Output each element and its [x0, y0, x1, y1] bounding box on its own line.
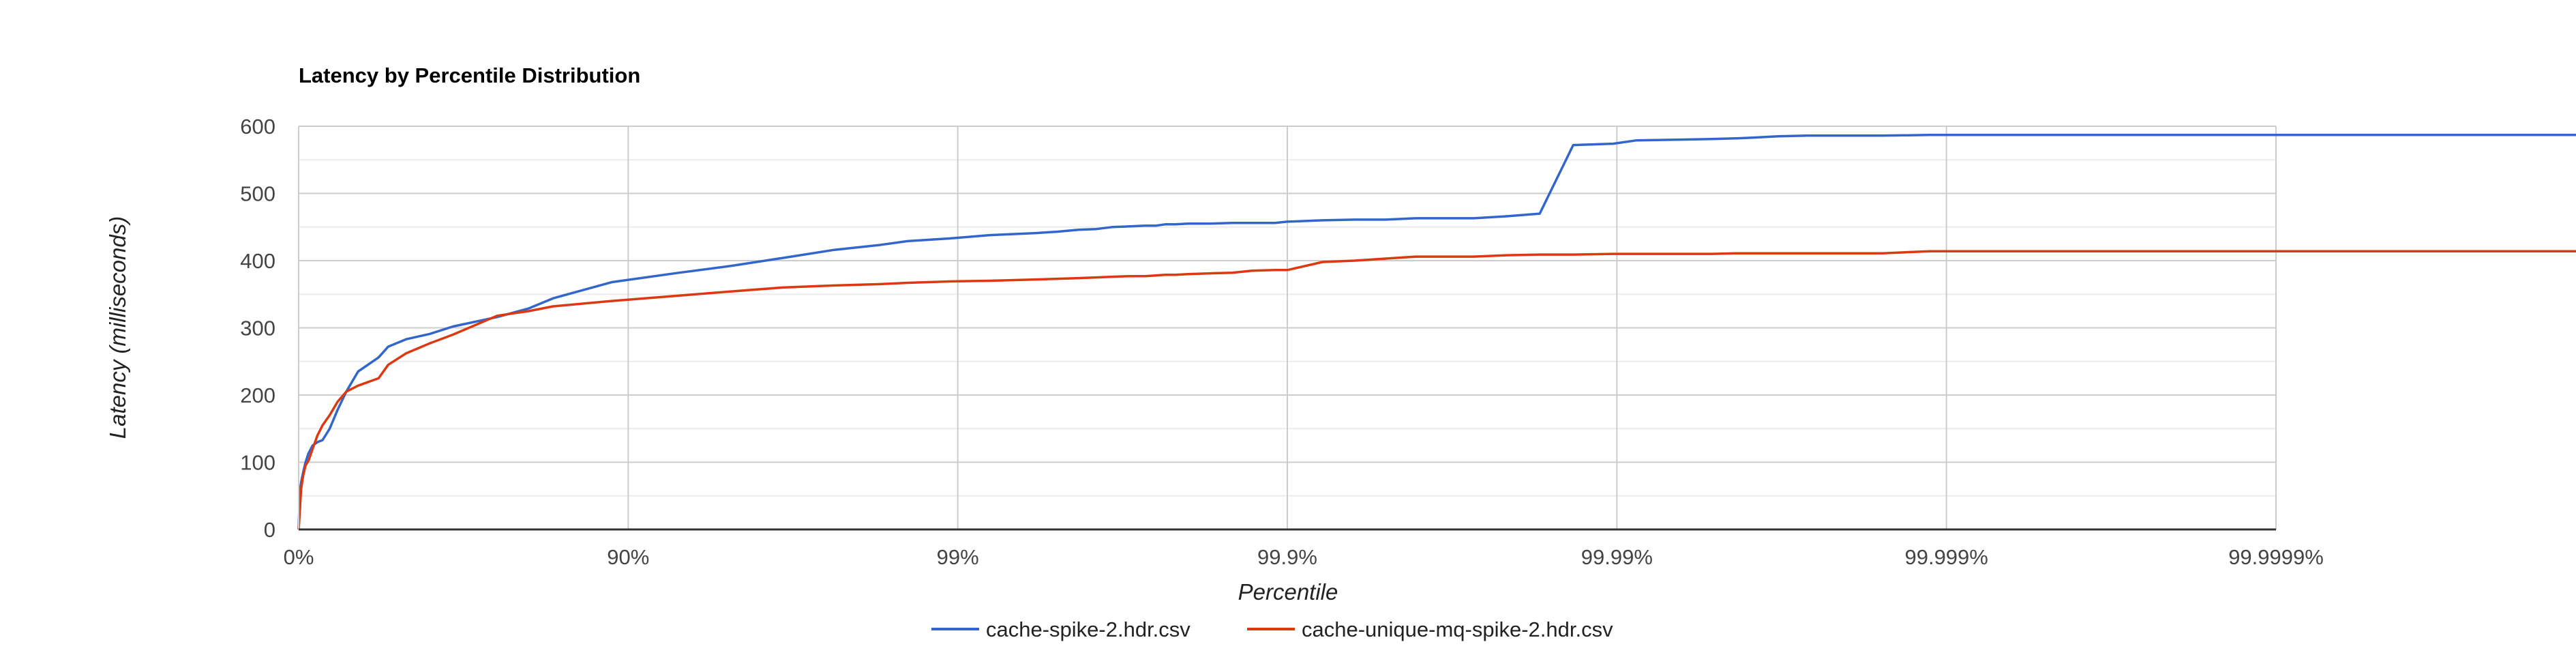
- legend-label-2: cache-unique-mq-spike-2.hdr.csv: [1302, 617, 1613, 641]
- x-tick-label: 99.9%: [1257, 545, 1317, 569]
- legend: cache-spike-2.hdr.csv cache-unique-mq-spi…: [931, 617, 1613, 641]
- y-tick-label: 600: [240, 115, 275, 139]
- x-tick-label: 0%: [284, 545, 314, 569]
- y-axis-title: Latency (milliseconds): [105, 216, 130, 439]
- y-tick-label: 100: [240, 451, 275, 475]
- series-line-1: [297, 134, 2576, 530]
- x-tick-label: 99.9999%: [2228, 545, 2324, 569]
- y-tick-label: 0: [264, 518, 275, 542]
- y-tick-label: 400: [240, 249, 275, 273]
- series-lines: [297, 134, 2576, 530]
- chart-title: Latency by Percentile Distribution: [299, 63, 640, 87]
- axes: 0 100 200 300 400 500 600 0% 90% 99% 99.9% 99.99% 99…: [240, 115, 2324, 569]
- x-tick-label: 90%: [607, 545, 649, 569]
- x-axis-title: Percentile: [1238, 579, 1338, 605]
- series-line-2: [297, 250, 2576, 530]
- legend-label-1: cache-spike-2.hdr.csv: [986, 617, 1190, 641]
- y-tick-label: 500: [240, 182, 275, 206]
- x-tick-label: 99.999%: [1904, 545, 1988, 569]
- grid-lines: [299, 126, 2277, 529]
- x-tick-label: 99.99%: [1581, 545, 1653, 569]
- y-tick-label: 200: [240, 383, 275, 407]
- x-tick-label: 99%: [937, 545, 979, 569]
- y-tick-label: 300: [240, 317, 275, 340]
